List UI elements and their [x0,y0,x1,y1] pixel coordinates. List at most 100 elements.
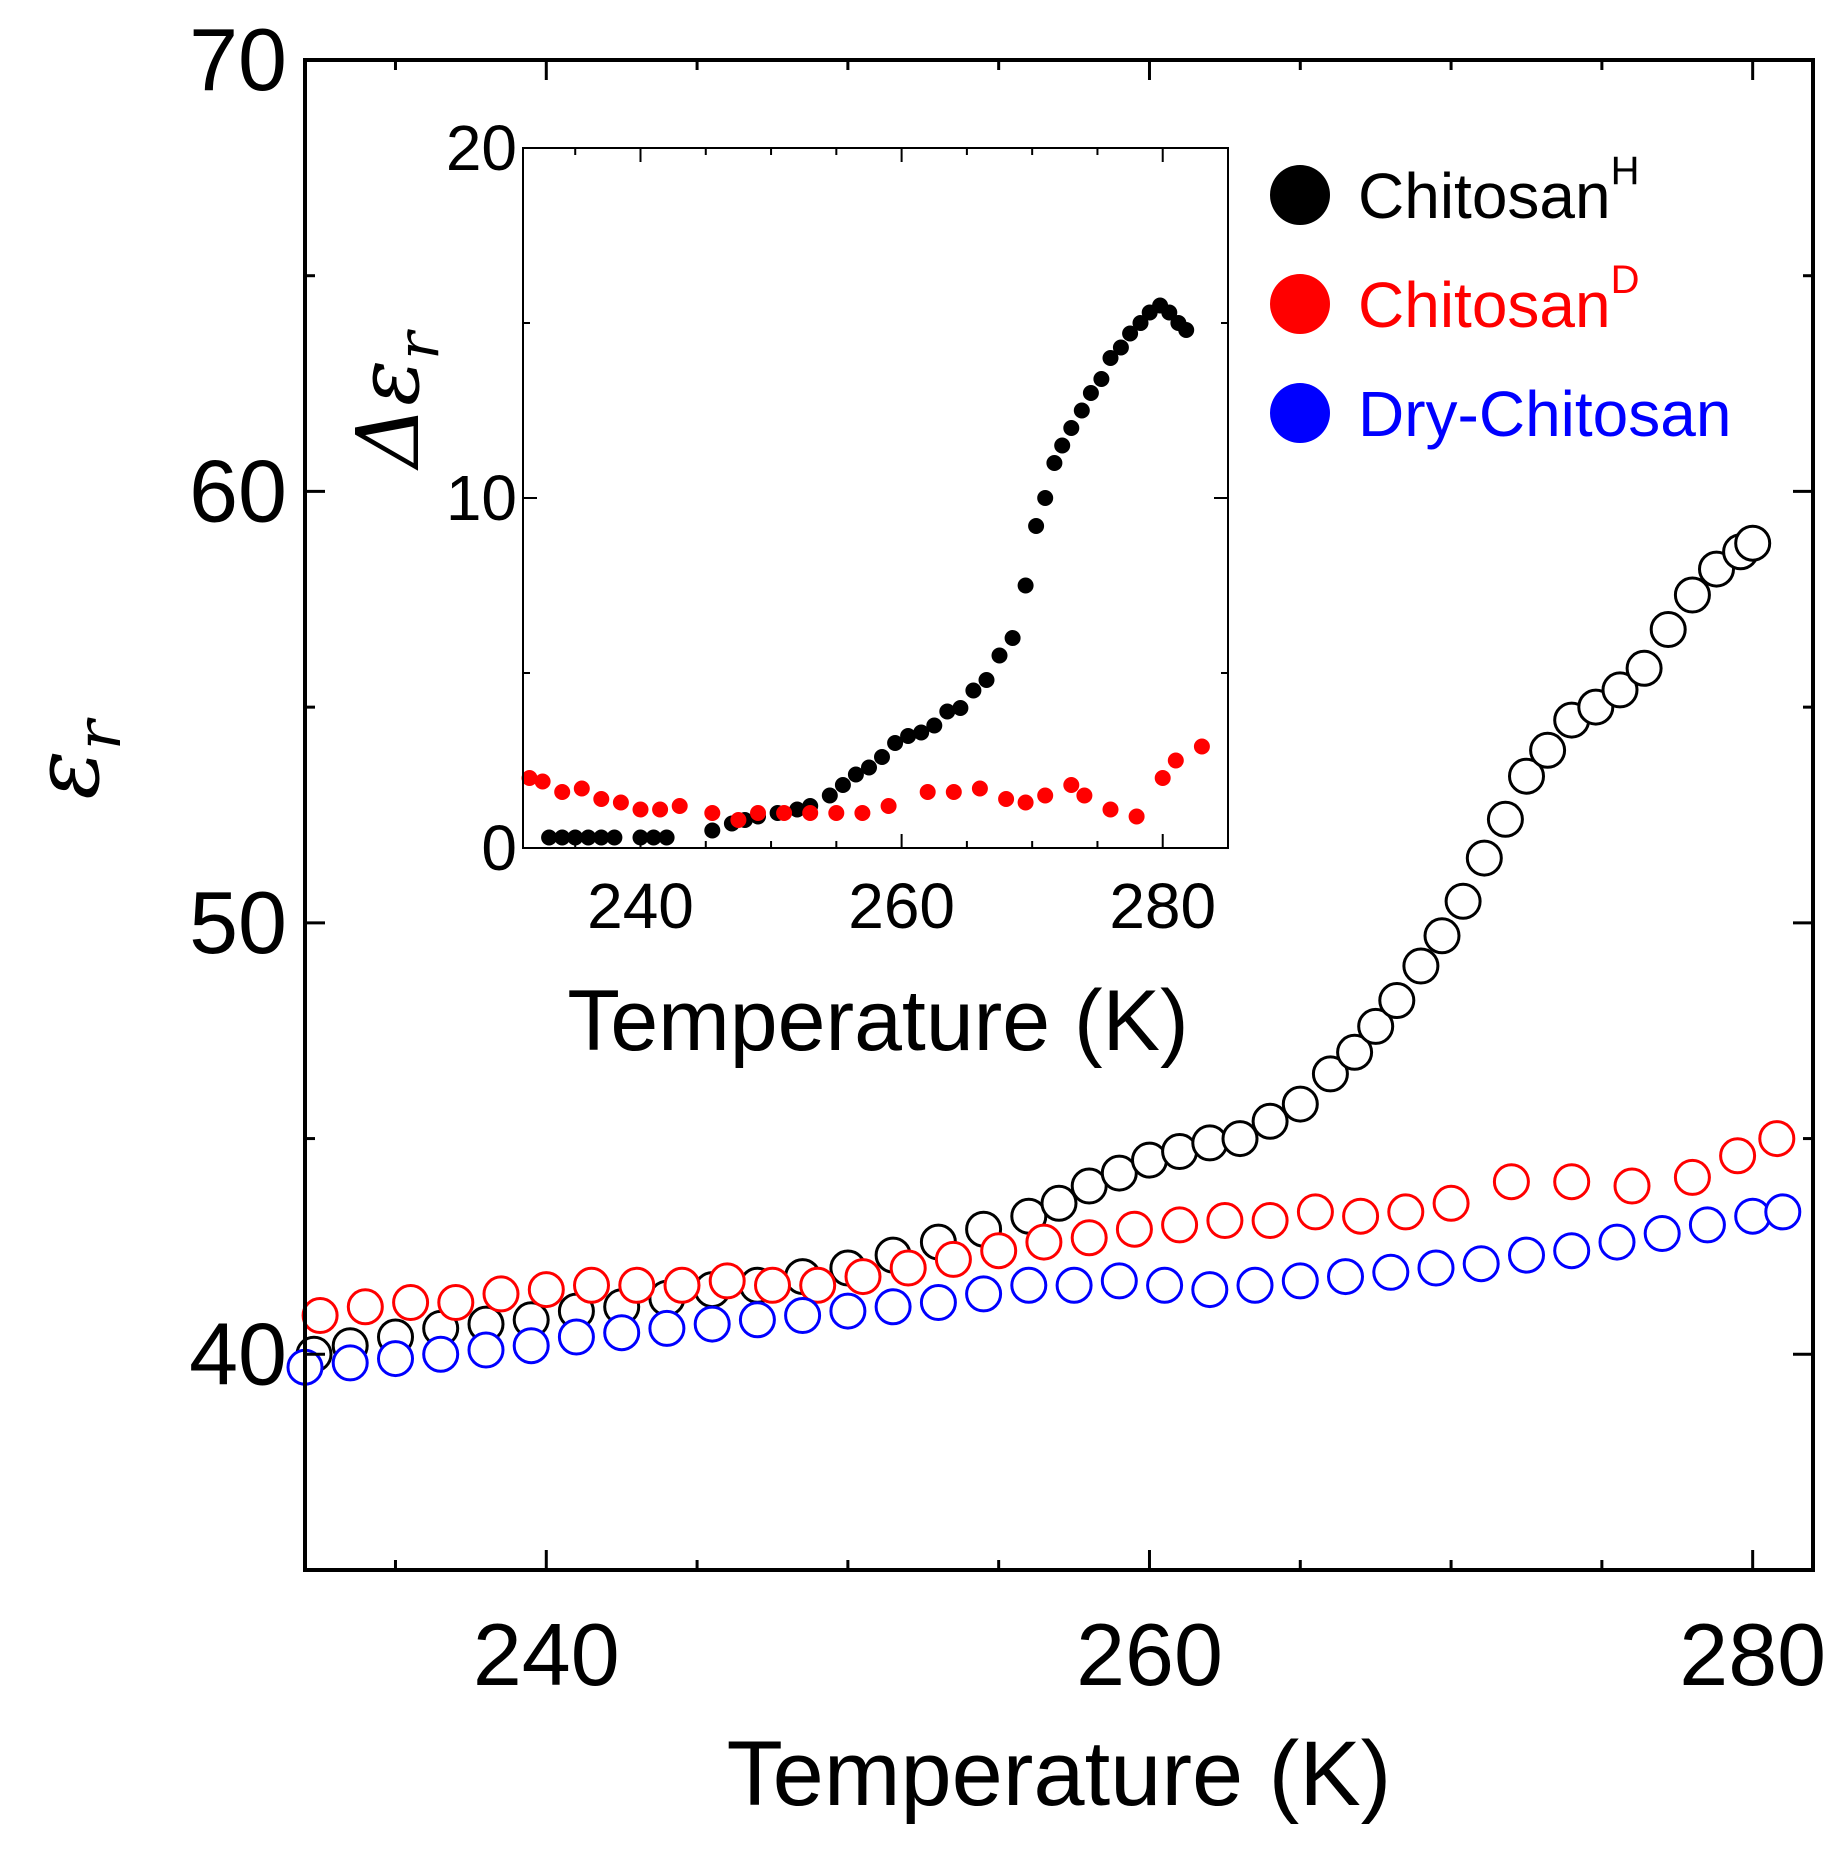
inset-axis-ticks: 240 260 280 0 10 20 [446,112,1229,942]
main-point-dry-chitosan [1236,1266,1274,1304]
main-point-dry-chitosan [693,1305,731,1343]
main-point-chitosand [1719,1137,1757,1175]
main-point-dry-chitosan [1508,1236,1545,1274]
main-point-dry-chitosan [467,1331,505,1369]
main-point-dry-chitosan [1417,1249,1455,1287]
inset-point-chitosanh [593,829,610,846]
main-point-dry-chitosan [1010,1266,1048,1304]
inset-point-chitosand [880,798,897,814]
main-y-tick-label: 70 [189,10,287,109]
main-point-chitosand [1673,1158,1711,1196]
main-point-dry-chitosan [422,1335,460,1373]
inset-point-chitosanh [978,672,995,688]
main-point-dry-chitosan [377,1340,414,1378]
legend-label-dry-chitosan: Dry-Chitosan [1358,378,1731,450]
main-point-chitosand [980,1232,1018,1270]
main-point-dry-chitosan [829,1292,867,1330]
inset-point-chitosand [1167,752,1184,769]
main-point-chitosanh [1649,611,1687,648]
main-y-tick-label: 50 [189,873,287,972]
inset-point-chitosand [945,784,962,800]
legend-label-chitosan-h: ChitosanH [1358,149,1639,232]
main-x-tick-label: 240 [473,1605,620,1704]
inset-point-chitosand [632,801,649,818]
inset-point-chitosand [1037,787,1054,804]
inset-point-chitosand [802,805,819,821]
main-x-axis-title: Temperature (K) [727,1723,1392,1825]
main-point-chitosand [934,1240,972,1278]
main-point-chitosand [301,1297,339,1334]
inset-y-tick-label: 10 [446,462,517,534]
main-point-dry-chitosan [1281,1262,1319,1300]
inset-point-chitosanh [1122,325,1139,342]
inset-point-chitosanh [861,759,877,776]
inset-point-chitosand [534,773,551,790]
main-point-chitosanh [1486,800,1524,838]
inset-point-chitosand [704,805,721,821]
inset-y-axis-title: Δεr [339,329,452,471]
main-point-chitosand [1758,1120,1796,1158]
inset-point-chitosanh [1093,371,1110,387]
main-point-chitosand [1296,1193,1334,1231]
inset-point-chitosanh [1054,437,1071,454]
main-point-chitosand [708,1262,746,1300]
main-point-dry-chitosan [1643,1215,1681,1252]
inset-point-chitosanh [1073,402,1090,419]
main-point-chitosanh [1625,649,1663,687]
main-point-chitosanh [1423,917,1461,955]
inset-point-chitosand [554,784,571,800]
inset-point-chitosanh [541,829,558,846]
main-point-chitosand [1553,1163,1591,1201]
main-point-chitosanh [1311,1055,1349,1093]
inset-y-axis-subscript: r [384,329,452,360]
main-y-tick-label: 40 [189,1304,287,1403]
main-point-dry-chitosan [603,1314,641,1352]
main-x-tick-label: 280 [1679,1605,1826,1704]
inset-point-chitosand [573,780,590,797]
inset-point-chitosanh [567,829,584,846]
inset-point-chitosanh [887,735,904,751]
main-y-axis-subscript: r [62,717,135,750]
inset-point-chitosanh [554,829,571,846]
main-point-chitosand [618,1266,656,1304]
main-point-dry-chitosan [331,1344,369,1382]
main-point-chitosand [392,1284,430,1321]
main-point-chitosand [1115,1210,1153,1248]
legend-label-chitosan-h-sup: H [1611,149,1640,193]
inset-point-chitosanh [939,703,956,720]
inset-point-chitosand [1076,787,1093,804]
main-y-axis-symbol: ε [13,750,120,799]
inset-point-chitosand [776,805,793,821]
inset-point-chitosanh [1178,322,1195,338]
inset-point-chitosanh [1063,420,1080,436]
main-point-dry-chitosan [1100,1262,1138,1300]
main-point-chitosand [889,1249,927,1287]
inset-point-chitosanh [645,829,662,846]
main-point-chitosand [573,1266,610,1304]
main-point-dry-chitosan [874,1288,912,1326]
legend-entry-chitosan-h: ChitosanH [1270,149,1639,232]
inset-y-tick-label: 0 [481,812,517,884]
inset-plot-frame [522,147,1229,849]
inset-point-chitosanh [789,801,806,818]
main-point-chitosand [844,1258,882,1296]
inset-y-tick-label: 20 [446,112,517,184]
legend: ChitosanH ChitosanD Dry-Chitosan [1270,149,1731,450]
legend-entry-dry-chitosan: Dry-Chitosan [1270,378,1731,450]
main-y-axis-title: εr [13,717,135,799]
inset-point-chitosanh [834,777,851,793]
inset-point-chitosanh [1161,304,1178,321]
inset-point-chitosand [1017,794,1034,811]
main-y-tick-label: 60 [189,441,287,540]
inset-point-chitosanh [658,829,675,846]
inset-point-chitosanh [704,822,721,839]
inset-point-chitosand [1128,808,1145,825]
main-point-chitosanh [1734,524,1772,562]
main-point-dry-chitosan [1372,1253,1410,1291]
inset-x-axis-title: Temperature (K) [567,973,1188,1069]
main-point-dry-chitosan [1688,1206,1726,1244]
main-point-chitosand [1432,1184,1470,1222]
main-point-chitosand [346,1288,384,1326]
main-plot-frame [303,58,1815,1572]
